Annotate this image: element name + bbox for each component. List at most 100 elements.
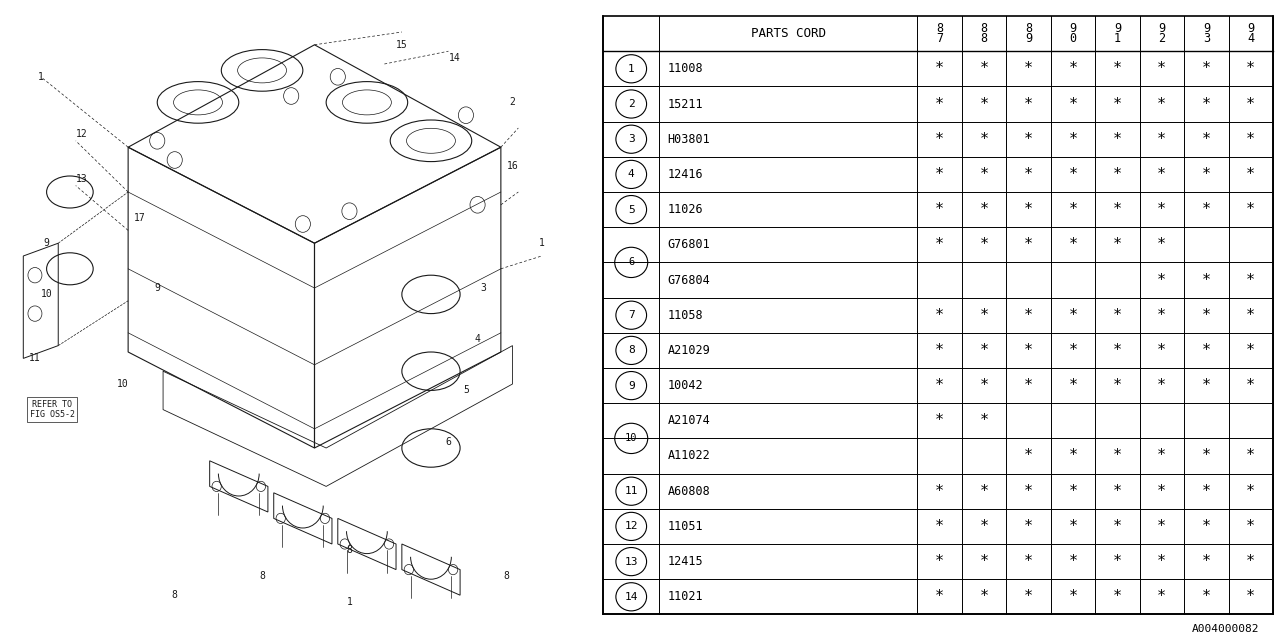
Text: 11: 11 — [29, 353, 41, 364]
Text: *: * — [1069, 167, 1078, 182]
Text: *: * — [1112, 589, 1123, 604]
Text: *: * — [1069, 519, 1078, 534]
Text: *: * — [1024, 61, 1033, 76]
Text: *: * — [1202, 484, 1211, 499]
Text: 6: 6 — [445, 436, 452, 447]
Text: 15211: 15211 — [667, 97, 703, 111]
Text: *: * — [1202, 589, 1211, 604]
Text: *: * — [934, 167, 945, 182]
Text: 0: 0 — [1069, 32, 1076, 45]
Text: 9: 9 — [44, 238, 50, 248]
Text: *: * — [1202, 202, 1211, 217]
Text: *: * — [979, 61, 988, 76]
Text: *: * — [1112, 167, 1123, 182]
Text: 1: 1 — [38, 72, 44, 82]
Text: G76804: G76804 — [667, 273, 710, 287]
Text: *: * — [934, 413, 945, 428]
Text: 8: 8 — [504, 571, 509, 581]
Text: *: * — [1069, 308, 1078, 323]
Text: 11051: 11051 — [667, 520, 703, 533]
Text: *: * — [979, 308, 988, 323]
Text: *: * — [1069, 484, 1078, 499]
Text: 8: 8 — [172, 590, 178, 600]
Text: *: * — [1024, 378, 1033, 393]
Text: *: * — [934, 378, 945, 393]
Text: 1: 1 — [628, 64, 635, 74]
Text: *: * — [1112, 378, 1123, 393]
Text: *: * — [1112, 132, 1123, 147]
Text: *: * — [934, 202, 945, 217]
Text: *: * — [1202, 308, 1211, 323]
Text: *: * — [1247, 202, 1256, 217]
Text: *: * — [934, 61, 945, 76]
Text: 4: 4 — [1247, 32, 1254, 45]
Text: 14: 14 — [625, 592, 637, 602]
Text: *: * — [1157, 167, 1166, 182]
Text: 8: 8 — [980, 32, 987, 45]
Text: A21029: A21029 — [667, 344, 710, 357]
Text: 2: 2 — [1158, 32, 1165, 45]
Text: *: * — [1202, 132, 1211, 147]
Text: *: * — [1069, 554, 1078, 569]
Text: 9: 9 — [155, 283, 160, 293]
Text: *: * — [1157, 554, 1166, 569]
Text: *: * — [1202, 273, 1211, 287]
Text: *: * — [1202, 554, 1211, 569]
Text: *: * — [1157, 378, 1166, 393]
Text: 9: 9 — [1203, 22, 1210, 35]
Text: *: * — [1247, 519, 1256, 534]
Text: *: * — [1112, 202, 1123, 217]
Text: 11: 11 — [625, 486, 637, 496]
Text: *: * — [934, 519, 945, 534]
Text: *: * — [1112, 237, 1123, 252]
Text: 10: 10 — [41, 289, 52, 300]
Text: *: * — [934, 237, 945, 252]
Text: 10: 10 — [116, 379, 128, 389]
Text: *: * — [979, 343, 988, 358]
Text: *: * — [1024, 484, 1033, 499]
Text: PARTS CORD: PARTS CORD — [750, 27, 826, 40]
Text: *: * — [1202, 378, 1211, 393]
Text: 5: 5 — [463, 385, 468, 396]
Text: *: * — [1202, 61, 1211, 76]
Text: 9: 9 — [628, 381, 635, 390]
Text: *: * — [1024, 237, 1033, 252]
Text: 13: 13 — [76, 174, 87, 184]
Text: *: * — [1024, 132, 1033, 147]
Text: *: * — [979, 378, 988, 393]
Text: *: * — [1024, 202, 1033, 217]
Text: 7: 7 — [628, 310, 635, 320]
Text: *: * — [1024, 449, 1033, 463]
Text: 12: 12 — [76, 129, 87, 140]
Text: 9: 9 — [1158, 22, 1165, 35]
Text: A11022: A11022 — [667, 449, 710, 463]
Text: *: * — [1024, 519, 1033, 534]
Text: A004000082: A004000082 — [1192, 623, 1260, 634]
Text: 12416: 12416 — [667, 168, 703, 181]
Text: 13: 13 — [625, 557, 637, 566]
Text: *: * — [934, 554, 945, 569]
Text: 1: 1 — [347, 596, 352, 607]
Text: *: * — [979, 519, 988, 534]
Text: *: * — [1157, 589, 1166, 604]
Text: *: * — [1024, 589, 1033, 604]
Text: 2: 2 — [509, 97, 516, 108]
Text: A60808: A60808 — [667, 484, 710, 498]
Text: 17: 17 — [134, 212, 146, 223]
Text: *: * — [1247, 589, 1256, 604]
Text: *: * — [1157, 132, 1166, 147]
Text: *: * — [979, 413, 988, 428]
Text: *: * — [979, 237, 988, 252]
Text: *: * — [1069, 589, 1078, 604]
Text: 9: 9 — [1247, 22, 1254, 35]
Text: 5: 5 — [628, 205, 635, 214]
Text: *: * — [1157, 97, 1166, 111]
Text: *: * — [1247, 273, 1256, 287]
Text: 3: 3 — [1203, 32, 1210, 45]
Text: *: * — [1112, 343, 1123, 358]
Text: REFER TO
FIG OS5-2: REFER TO FIG OS5-2 — [29, 400, 76, 419]
Text: *: * — [1069, 97, 1078, 111]
Text: *: * — [979, 554, 988, 569]
Text: *: * — [1202, 343, 1211, 358]
Text: 9: 9 — [1114, 22, 1121, 35]
